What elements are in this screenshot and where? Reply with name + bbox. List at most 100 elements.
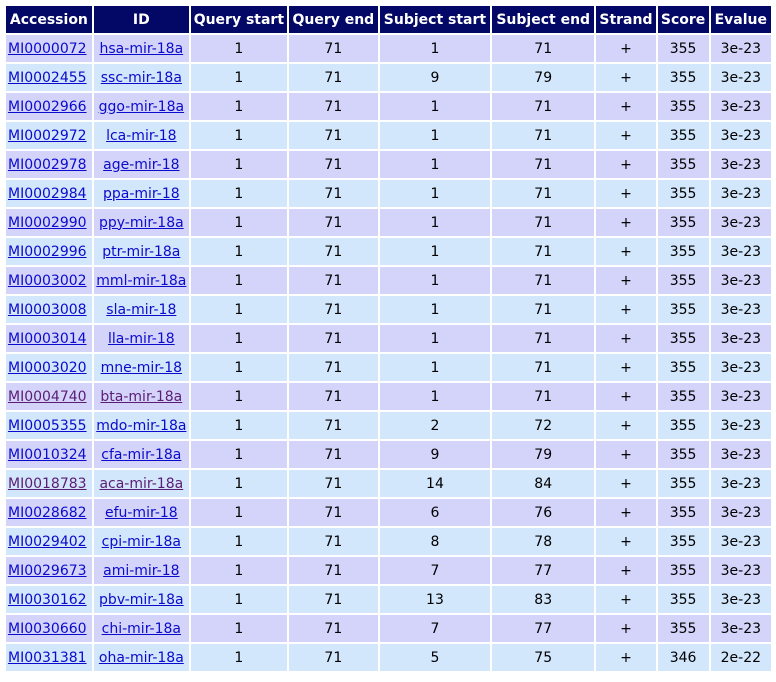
subject-start-cell: 1 <box>379 180 491 207</box>
table-row: MI0010324 cfa-mir-18a 1 71 9 79 +355 3e-23 <box>6 441 771 468</box>
accession-link[interactable]: MI0002978 <box>8 156 87 173</box>
accession-link[interactable]: MI0031381 <box>8 649 87 666</box>
accession-link[interactable]: MI0003014 <box>8 330 87 347</box>
accession-link[interactable]: MI0002996 <box>8 243 87 260</box>
mirna-id-link[interactable]: cpi-mir-18a <box>101 533 182 550</box>
strand-cell: + <box>596 470 656 497</box>
mirna-id-link[interactable]: ppy-mir-18a <box>98 214 184 231</box>
subject-start-cell: 1 <box>379 151 491 178</box>
accession-link[interactable]: MI0004740 <box>8 388 87 405</box>
accession-link[interactable]: MI0005355 <box>8 417 87 434</box>
subject-start-cell: 2 <box>379 412 491 439</box>
mirna-id-link[interactable]: lla-mir-18 <box>108 330 175 347</box>
query-start-cell: 1 <box>190 296 287 323</box>
score-cell: 355 <box>657 615 709 642</box>
accession-link[interactable]: MI0028682 <box>8 504 87 521</box>
mirna-id-link[interactable]: cfa-mir-18a <box>101 446 182 463</box>
table-row: MI0004740 bta-mir-18a 1 71 1 71 +355 3e-23 <box>6 383 771 410</box>
query-end-cell: 71 <box>288 180 378 207</box>
subject-end-cell: 71 <box>492 93 595 120</box>
subject-end-cell: 76 <box>492 499 595 526</box>
query-end-cell: 71 <box>288 267 378 294</box>
strand-cell: + <box>596 412 656 439</box>
id-cell: aca-mir-18a <box>93 470 189 497</box>
accession-link[interactable]: MI0002966 <box>8 98 87 115</box>
mirna-id-link[interactable]: mdo-mir-18a <box>96 417 187 434</box>
column-header-subject-start: Subject start <box>379 6 491 33</box>
accession-cell: MI0030660 <box>6 615 92 642</box>
mirna-id-link[interactable]: aca-mir-18a <box>99 475 184 492</box>
accession-link[interactable]: MI0029673 <box>8 562 87 579</box>
score-cell: 355 <box>657 209 709 236</box>
accession-link[interactable]: MI0002972 <box>8 127 87 144</box>
table-row: MI0002455 ssc-mir-18a 1 71 9 79 +355 3e-23 <box>6 64 771 91</box>
accession-link[interactable]: MI0029402 <box>8 533 87 550</box>
evalue-cell: 3e-23 <box>710 238 771 265</box>
accession-link[interactable]: MI0000072 <box>8 40 87 57</box>
query-start-cell: 1 <box>190 615 287 642</box>
mirna-id-link[interactable]: lca-mir-18 <box>106 127 177 144</box>
subject-end-cell: 77 <box>492 615 595 642</box>
mirna-id-link[interactable]: efu-mir-18 <box>104 504 178 521</box>
accession-link[interactable]: MI0030162 <box>8 591 87 608</box>
evalue-cell: 3e-23 <box>710 209 771 236</box>
id-cell: age-mir-18 <box>93 151 189 178</box>
subject-start-cell: 9 <box>379 441 491 468</box>
mirna-id-link[interactable]: mne-mir-18 <box>100 359 183 376</box>
evalue-cell: 3e-23 <box>710 499 771 526</box>
mirna-id-link[interactable]: ptr-mir-18a <box>102 243 181 260</box>
accession-link[interactable]: MI0002984 <box>8 185 87 202</box>
subject-start-cell: 7 <box>379 615 491 642</box>
column-header-query-end: Query end <box>288 6 378 33</box>
evalue-cell: 3e-23 <box>710 586 771 613</box>
query-start-cell: 1 <box>190 441 287 468</box>
id-cell: bta-mir-18a <box>93 383 189 410</box>
mirna-id-link[interactable]: ggo-mir-18a <box>98 98 185 115</box>
mirna-id-link[interactable]: bta-mir-18a <box>100 388 183 405</box>
accession-link[interactable]: MI0010324 <box>8 446 87 463</box>
strand-cell: + <box>596 64 656 91</box>
query-start-cell: 1 <box>190 325 287 352</box>
results-body: MI0000072 hsa-mir-18a 1 71 1 71 +355 3e-23 MI000… <box>6 35 771 671</box>
strand-cell: + <box>596 528 656 555</box>
query-start-cell: 1 <box>190 151 287 178</box>
strand-cell: + <box>596 151 656 178</box>
subject-end-cell: 79 <box>492 64 595 91</box>
accession-cell: MI0010324 <box>6 441 92 468</box>
query-end-cell: 71 <box>288 64 378 91</box>
accession-link[interactable]: MI0030660 <box>8 620 87 637</box>
accession-link[interactable]: MI0018783 <box>8 475 87 492</box>
table-row: MI0002978 age-mir-18 1 71 1 71 +355 3e-23 <box>6 151 771 178</box>
id-cell: oha-mir-18a <box>93 644 189 671</box>
mirna-id-link[interactable]: pbv-mir-18a <box>99 591 184 608</box>
table-row: MI0030162 pbv-mir-18a 1 71 13 83 +355 3e-23 <box>6 586 771 613</box>
accession-link[interactable]: MI0003008 <box>8 301 87 318</box>
query-start-cell: 1 <box>190 644 287 671</box>
mirna-id-link[interactable]: ssc-mir-18a <box>100 69 182 86</box>
accession-link[interactable]: MI0003002 <box>8 272 87 289</box>
mirna-id-link[interactable]: ami-mir-18 <box>103 562 180 579</box>
mirna-id-link[interactable]: age-mir-18 <box>103 156 180 173</box>
accession-link[interactable]: MI0002455 <box>8 69 87 86</box>
evalue-cell: 3e-23 <box>710 64 771 91</box>
mirna-id-link[interactable]: oha-mir-18a <box>98 649 184 666</box>
mirna-id-link[interactable]: chi-mir-18a <box>101 620 182 637</box>
mirna-id-link[interactable]: hsa-mir-18a <box>99 40 184 57</box>
accession-cell: MI0000072 <box>6 35 92 62</box>
id-cell: cfa-mir-18a <box>93 441 189 468</box>
column-header-id: ID <box>93 6 189 33</box>
subject-end-cell: 71 <box>492 354 595 381</box>
query-start-cell: 1 <box>190 354 287 381</box>
id-cell: mdo-mir-18a <box>93 412 189 439</box>
table-row: MI0003020 mne-mir-18 1 71 1 71 +355 3e-23 <box>6 354 771 381</box>
mirna-id-link[interactable]: mml-mir-18a <box>96 272 187 289</box>
accession-link[interactable]: MI0002990 <box>8 214 87 231</box>
evalue-cell: 3e-23 <box>710 122 771 149</box>
subject-end-cell: 71 <box>492 383 595 410</box>
score-cell: 355 <box>657 441 709 468</box>
accession-link[interactable]: MI0003020 <box>8 359 87 376</box>
mirna-id-link[interactable]: sla-mir-18 <box>106 301 177 318</box>
mirna-id-link[interactable]: ppa-mir-18 <box>103 185 180 202</box>
score-cell: 355 <box>657 412 709 439</box>
query-start-cell: 1 <box>190 209 287 236</box>
